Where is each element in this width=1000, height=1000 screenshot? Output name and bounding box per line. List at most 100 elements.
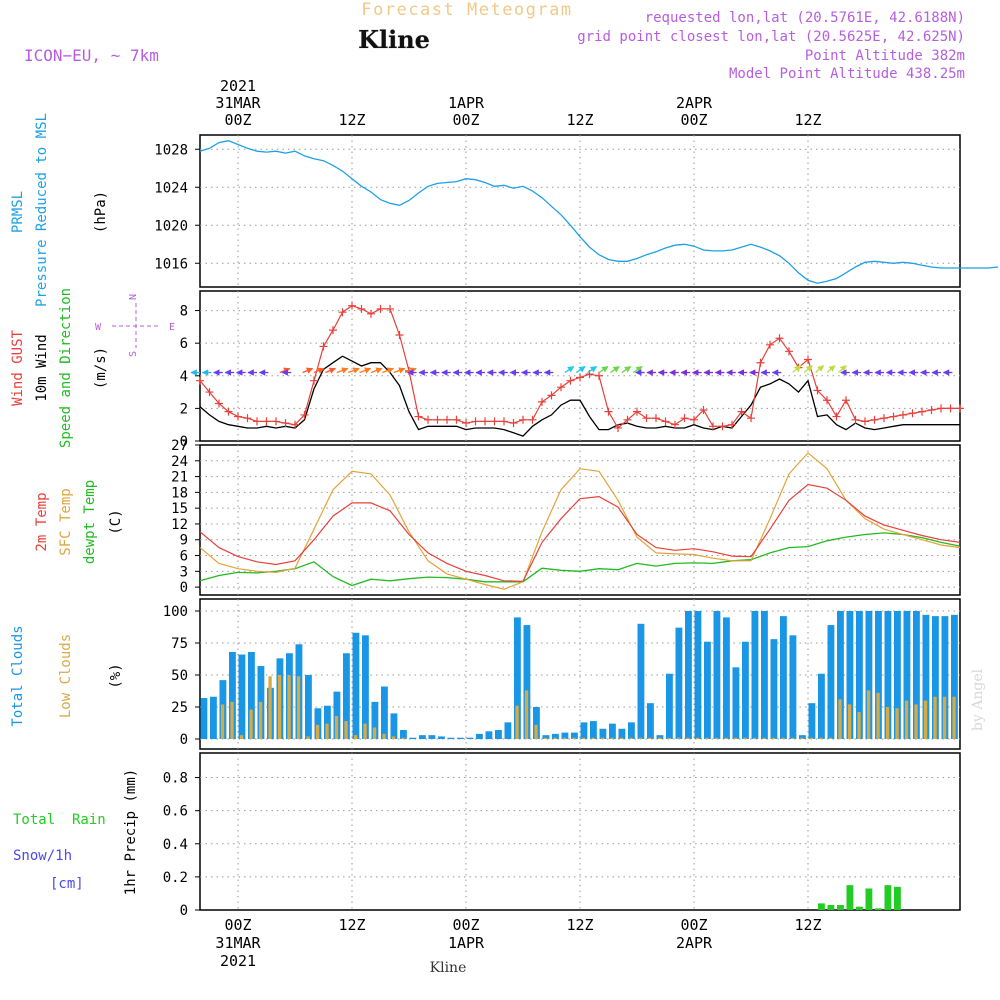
model-altitude: Model Point Altitude 438.25m	[729, 66, 965, 82]
low-clouds-label: Low Clouds	[58, 634, 74, 718]
total-cloud-bar	[542, 735, 550, 739]
svg-text:E: E	[169, 322, 175, 333]
total-cloud-bar	[580, 722, 588, 739]
gust-marker	[889, 412, 898, 421]
total-cloud-bar	[409, 737, 417, 739]
total-cloud-bar	[884, 611, 892, 739]
low-cloud-bar	[733, 737, 738, 739]
low-cloud-bar	[771, 737, 776, 739]
wind-direction-arrow	[347, 367, 360, 374]
rain-bar	[865, 888, 873, 910]
low-cloud-bar	[515, 705, 519, 739]
total-cloud-bar	[495, 730, 502, 739]
low-cloud-bar	[230, 701, 234, 739]
gust-marker	[452, 415, 461, 424]
low-cloud-bar	[344, 721, 348, 739]
total-cloud-bar	[827, 625, 835, 739]
low-cloud-bar	[828, 737, 833, 739]
low-cloud-bar	[914, 704, 918, 739]
low-cloud-bar	[239, 735, 244, 739]
gust-marker	[766, 340, 774, 349]
time-label-bottom: 31MAR	[215, 934, 261, 952]
clouds-unit: (%)	[108, 663, 124, 688]
gust-marker	[823, 396, 831, 405]
gust-marker	[557, 383, 565, 392]
total-cloud-bar	[808, 703, 816, 739]
rain-bar	[894, 886, 901, 910]
rain-bar	[884, 885, 892, 910]
gust-marker	[661, 417, 670, 426]
wind-direction-arrow	[632, 365, 643, 374]
wind-direction-arrow	[370, 367, 383, 374]
gust-marker	[956, 404, 964, 413]
sfc-temp-line	[199, 452, 961, 590]
y-tick-label: 27	[171, 438, 188, 454]
total-cloud-bar	[666, 673, 673, 739]
total-cloud-bar	[447, 737, 455, 739]
low-cloud-bar	[648, 737, 652, 739]
gust-marker	[243, 414, 252, 423]
low-cloud-bar	[800, 737, 804, 739]
watermark: by Angel	[970, 668, 986, 731]
gust-marker	[728, 420, 736, 429]
total-cloud-bar	[894, 611, 901, 739]
low-cloud-bar	[353, 735, 358, 739]
gust-marker	[842, 396, 850, 405]
gust-marker	[718, 422, 727, 431]
wind-dir-label: Speed and Direction	[58, 288, 74, 448]
total-cloud-bar	[466, 737, 474, 739]
wind-direction-arrow	[815, 365, 825, 374]
total-cloud-bar	[381, 686, 388, 739]
y-tick-label: 9	[180, 533, 188, 549]
y-tick-label: 1020	[154, 218, 188, 234]
wind-direction-arrow	[826, 365, 836, 374]
low-cloud-bar	[372, 727, 377, 739]
gust-marker	[804, 355, 812, 364]
gust-marker	[671, 420, 679, 429]
point-altitude: Point Altitude 382m	[805, 48, 965, 64]
y-tick-label: 0	[180, 434, 188, 450]
total-cloud-bar	[713, 611, 721, 739]
rain-bar	[846, 885, 854, 910]
y-tick-label: 50	[171, 668, 188, 684]
gust-marker	[291, 420, 299, 429]
time-label-top: 31MAR	[215, 94, 261, 112]
total-cloud-bar	[362, 635, 369, 739]
total-cloud-bar	[846, 611, 854, 739]
total-cloud-bar	[324, 705, 331, 739]
low-cloud-bar	[638, 737, 643, 739]
gust-marker	[281, 419, 290, 428]
low-cloud-bar	[543, 737, 548, 739]
rain-bar	[856, 906, 863, 910]
low-cloud-bar	[838, 699, 842, 739]
gust-marker	[566, 376, 575, 385]
gust-marker	[642, 414, 651, 423]
wind-direction-arrow	[325, 367, 337, 374]
gust-marker	[785, 347, 793, 356]
total-cloud-bar	[390, 713, 398, 739]
total-cloud-bar	[352, 632, 360, 739]
gust-marker	[709, 422, 717, 431]
y-tick-label: 1024	[154, 180, 188, 196]
rain-label: Total Rain	[13, 812, 106, 828]
total-cloud-bar	[723, 617, 730, 739]
low-cloud-bar	[809, 737, 814, 739]
gust-marker	[832, 412, 841, 421]
gust-marker	[680, 414, 689, 423]
wind-unit: (m/s)	[93, 347, 109, 389]
total-cloud-bar	[590, 721, 597, 739]
low-cloud-bar	[885, 707, 890, 739]
y-tick-label: 75	[171, 636, 188, 652]
requested-coords: requested lon,lat (20.5761E, 42.6188N)	[645, 10, 965, 26]
low-cloud-bar	[591, 737, 595, 739]
low-cloud-bar	[391, 736, 396, 739]
low-cloud-bar	[401, 737, 405, 739]
snow-unit-label: [cm]	[50, 876, 84, 892]
total-cloud-bar	[400, 730, 407, 739]
total-cloud-bar	[922, 614, 930, 739]
svg-text:N: N	[128, 294, 139, 300]
time-label-top: 12Z	[566, 111, 593, 129]
total-cloud-bar	[248, 651, 255, 739]
gust-marker	[443, 415, 451, 424]
snow-label: Snow/1h	[13, 848, 72, 864]
